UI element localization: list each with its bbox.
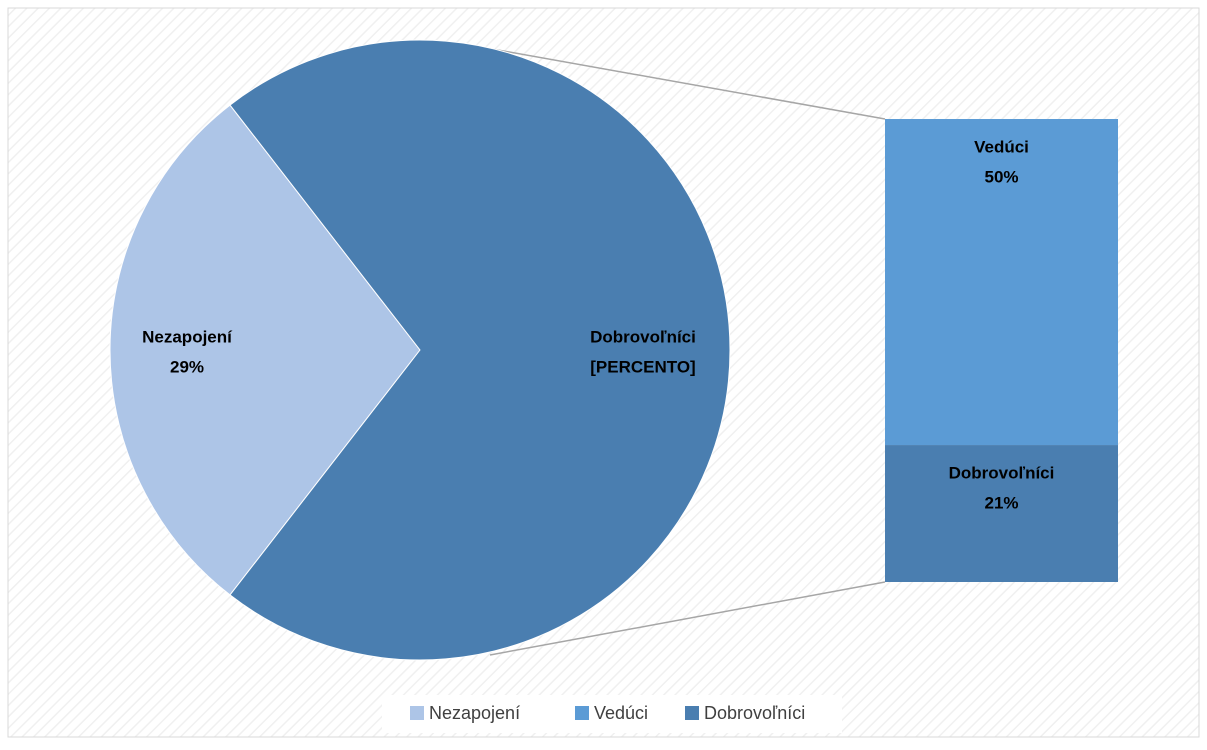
legend-label: Dobrovoľníci: [704, 703, 805, 723]
data-label: 50%: [984, 167, 1018, 186]
legend-swatch: [575, 706, 589, 720]
legend-swatch: [410, 706, 424, 720]
data-label: Nezapojení: [142, 327, 233, 346]
connector: [489, 581, 886, 656]
data-label: Dobrovoľníci: [590, 327, 696, 346]
legend-label: Nezapojení: [429, 703, 520, 723]
legend-label: Vedúci: [594, 703, 648, 723]
pie-slice: [109, 104, 421, 596]
legend-swatch: [685, 706, 699, 720]
bar-segment: [885, 119, 1118, 446]
connector: [469, 44, 886, 120]
legend-background: [382, 695, 842, 733]
pie-slice: [229, 39, 731, 661]
data-label: Vedúci: [974, 137, 1029, 156]
bar-segment: [885, 445, 1118, 582]
data-label: 29%: [170, 357, 204, 376]
data-label: 21%: [984, 494, 1018, 513]
data-label: [PERCENTO]: [590, 357, 695, 376]
data-label: Dobrovoľníci: [949, 464, 1055, 483]
